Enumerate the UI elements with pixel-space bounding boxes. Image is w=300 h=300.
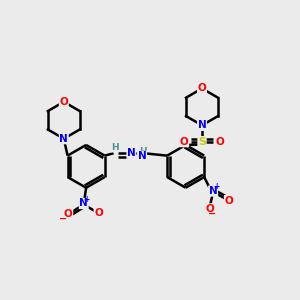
Text: O: O	[205, 204, 214, 214]
Text: N: N	[198, 120, 206, 130]
Text: N: N	[138, 151, 146, 161]
Text: +: +	[214, 182, 220, 191]
Text: O: O	[180, 137, 189, 147]
Text: O: O	[215, 137, 224, 147]
Text: N: N	[209, 186, 218, 196]
Text: S: S	[198, 137, 206, 147]
Text: O: O	[94, 208, 103, 218]
Text: O: O	[59, 97, 68, 107]
Text: +: +	[84, 194, 90, 203]
Text: N: N	[79, 199, 88, 208]
Text: N: N	[127, 148, 136, 158]
Text: O: O	[198, 83, 206, 94]
Text: O: O	[224, 196, 233, 206]
Text: H: H	[139, 147, 146, 156]
Text: N: N	[59, 134, 68, 144]
Text: H: H	[111, 143, 118, 152]
Text: O: O	[64, 209, 73, 220]
Text: −: −	[59, 214, 68, 224]
Text: −: −	[208, 208, 216, 219]
